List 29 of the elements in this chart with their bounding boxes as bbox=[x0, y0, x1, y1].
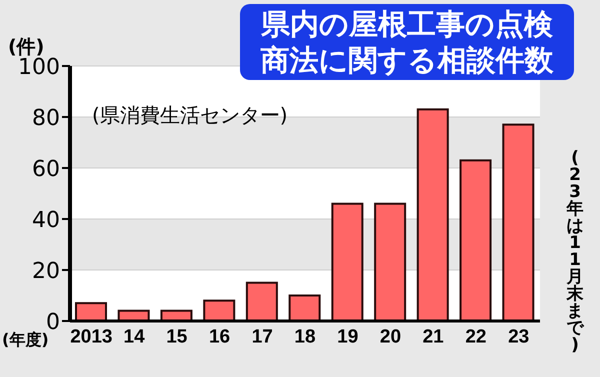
bar bbox=[460, 159, 492, 321]
bar bbox=[288, 294, 321, 321]
chart-title: 県内の屋根工事の点検商法に関する相談件数 bbox=[240, 4, 574, 80]
bar bbox=[203, 300, 236, 321]
x-tick-label: 14 bbox=[124, 326, 146, 348]
y-tick-label: 20 bbox=[32, 258, 60, 284]
annotation: (県消費生活センター) bbox=[92, 102, 288, 129]
x-tick-label: 19 bbox=[337, 326, 358, 348]
x-tick-label: 20 bbox=[380, 326, 402, 348]
bar bbox=[246, 282, 278, 321]
y-tick-label: 80 bbox=[32, 106, 60, 131]
bar bbox=[75, 302, 107, 321]
bar bbox=[416, 108, 449, 321]
bar bbox=[331, 202, 364, 321]
bar bbox=[502, 124, 534, 321]
x-axis-title: (年度) bbox=[2, 330, 49, 351]
x-tick-label: 21 bbox=[422, 326, 444, 348]
text: (23年は11月末まで) bbox=[566, 148, 584, 355]
y-tick-label: 60 bbox=[32, 156, 60, 182]
x-tick-label: 18 bbox=[294, 326, 316, 348]
x-tick-label: 16 bbox=[208, 326, 230, 348]
x-tick-label: 22 bbox=[465, 326, 486, 348]
x-tick-label: 15 bbox=[166, 326, 188, 348]
y-tick-label: 0 bbox=[46, 310, 60, 335]
y-tick-label: 40 bbox=[32, 208, 60, 233]
bar bbox=[374, 202, 406, 321]
x-tick-label: 23 bbox=[508, 326, 530, 348]
x-tick-label: 17 bbox=[252, 326, 273, 348]
x-tick-label: 2013 bbox=[70, 326, 113, 348]
